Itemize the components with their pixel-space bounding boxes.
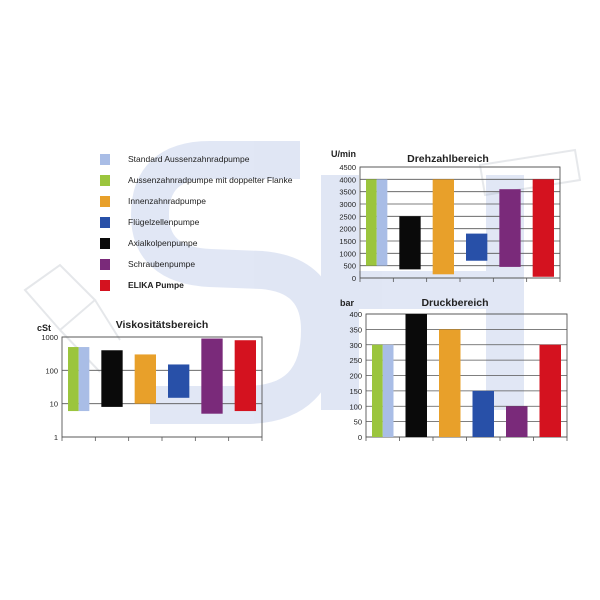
bar-axial	[399, 216, 421, 270]
bar-doppelt	[68, 347, 79, 412]
legend-label: Axialkolpenpumpe	[128, 238, 198, 248]
legend-label: Schraubenpumpe	[128, 259, 196, 269]
bar-schrauben	[201, 338, 223, 414]
bar-innen	[432, 179, 454, 275]
chart-title: Druckbereich	[421, 297, 488, 309]
swatch-innen	[100, 196, 110, 207]
y-tick-label: 3500	[339, 188, 356, 197]
y-tick-label: 250	[349, 356, 362, 365]
plot-frame	[61, 336, 263, 438]
y-tick-label: 150	[349, 387, 362, 396]
y-tick-label: 0	[358, 433, 362, 442]
swatch-standard	[100, 154, 110, 165]
bar-innen	[134, 354, 156, 404]
legend-label: ELIKA Pumpe	[128, 280, 184, 290]
bar-schrauben	[506, 406, 528, 437]
y-tick-label: 350	[349, 325, 362, 334]
legend-item-elika: ELIKA Pumpe	[100, 279, 360, 293]
legend-item-standard: Standard Aussenzahnradpumpe	[100, 153, 360, 167]
chart-title: Drehzahlbereich	[407, 153, 489, 165]
y-tick-label: 3000	[339, 200, 356, 209]
y-tick-label: 300	[349, 341, 362, 350]
legend-item-axial: Axialkolpenpumpe	[100, 237, 360, 251]
bar-axial	[101, 350, 123, 407]
legend-item-innen: Innenzahnradpumpe	[100, 195, 360, 209]
y-tick-label: 0	[352, 274, 356, 283]
legend-label: Innenzahnradpumpe	[128, 196, 206, 206]
bar-schrauben	[499, 189, 521, 267]
y-tick-label: 4000	[339, 175, 356, 184]
legend-item-doppelt: Aussenzahnradpumpe mit doppelter Flanke	[100, 174, 360, 188]
y-tick-label: 500	[343, 262, 356, 271]
bar-standard	[376, 179, 388, 266]
swatch-elika	[100, 280, 110, 291]
bar-standard	[382, 344, 394, 437]
bar-fluegel	[168, 364, 190, 398]
y-axis-unit: U/min	[331, 149, 356, 159]
bar-elika	[539, 344, 561, 437]
legend-item-schrauben: Schraubenpumpe	[100, 258, 360, 272]
y-tick-label: 10	[50, 400, 58, 409]
bar-elika	[532, 179, 554, 277]
y-tick-label: 1	[54, 433, 58, 442]
y-tick-label: 1500	[339, 237, 356, 246]
swatch-doppelt	[100, 175, 110, 186]
y-tick-label: 50	[354, 418, 362, 427]
y-tick-label: 2500	[339, 212, 356, 221]
legend-item-fluegel: Flügelzellenpumpe	[100, 216, 360, 230]
y-tick-label: 4500	[339, 163, 356, 172]
bar-fluegel	[466, 233, 488, 261]
y-tick-label: 400	[349, 310, 362, 319]
y-axis-unit: bar	[340, 298, 355, 308]
y-tick-label: 1000	[41, 333, 58, 342]
bar-innen	[439, 329, 461, 437]
bar-standard	[78, 347, 90, 412]
bar-axial	[405, 314, 427, 437]
legend-label: Flügelzellenpumpe	[128, 217, 200, 227]
bar-elika	[234, 340, 256, 412]
y-tick-label: 100	[45, 366, 58, 375]
y-tick-label: 1000	[339, 249, 356, 258]
swatch-axial	[100, 238, 110, 249]
y-tick-label: 200	[349, 372, 362, 381]
chart-title: Viskositätsbereich	[116, 319, 209, 331]
y-tick-label: 100	[349, 402, 362, 411]
y-axis-unit: cSt	[37, 323, 51, 333]
bar-doppelt	[366, 179, 377, 266]
y-tick-label: 2000	[339, 225, 356, 234]
swatch-schrauben	[100, 259, 110, 270]
swatch-fluegel	[100, 217, 110, 228]
bar-doppelt	[372, 344, 383, 437]
bar-fluegel	[472, 390, 494, 437]
legend-label: Standard Aussenzahnradpumpe	[128, 154, 250, 164]
legend-label: Aussenzahnradpumpe mit doppelter Flanke	[128, 175, 293, 185]
